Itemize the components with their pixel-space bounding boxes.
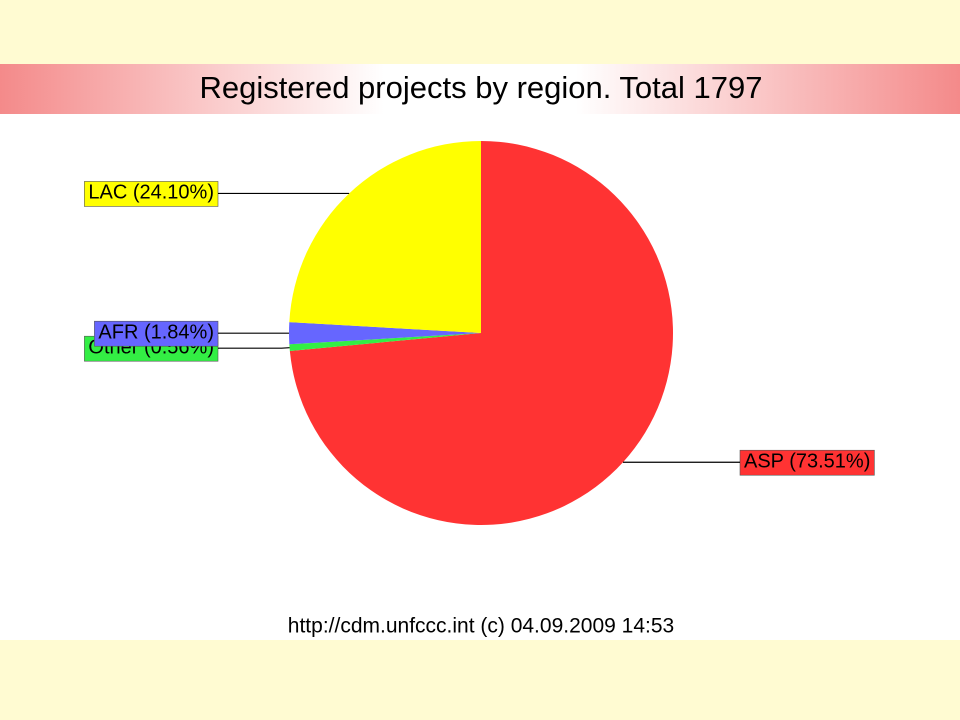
chart-title: Registered projects by region. Total 179…	[200, 70, 763, 105]
source-note: http://cdm.unfccc.int (c) 04.09.2009 14:…	[288, 615, 674, 638]
label-box	[739, 449, 875, 476]
data-label: ASP (73.51%)	[744, 451, 870, 473]
pie-slice	[289, 141, 673, 525]
label-box	[84, 181, 219, 207]
pie-slice	[289, 141, 481, 333]
data-label: AFR (1.84%)	[98, 321, 214, 343]
title-band	[0, 64, 960, 114]
pie-slice	[289, 322, 481, 345]
label-box	[94, 320, 219, 347]
leader-line	[218, 347, 290, 349]
pie-slice	[289, 333, 481, 352]
data-label: LAC (24.10%)	[88, 182, 214, 204]
